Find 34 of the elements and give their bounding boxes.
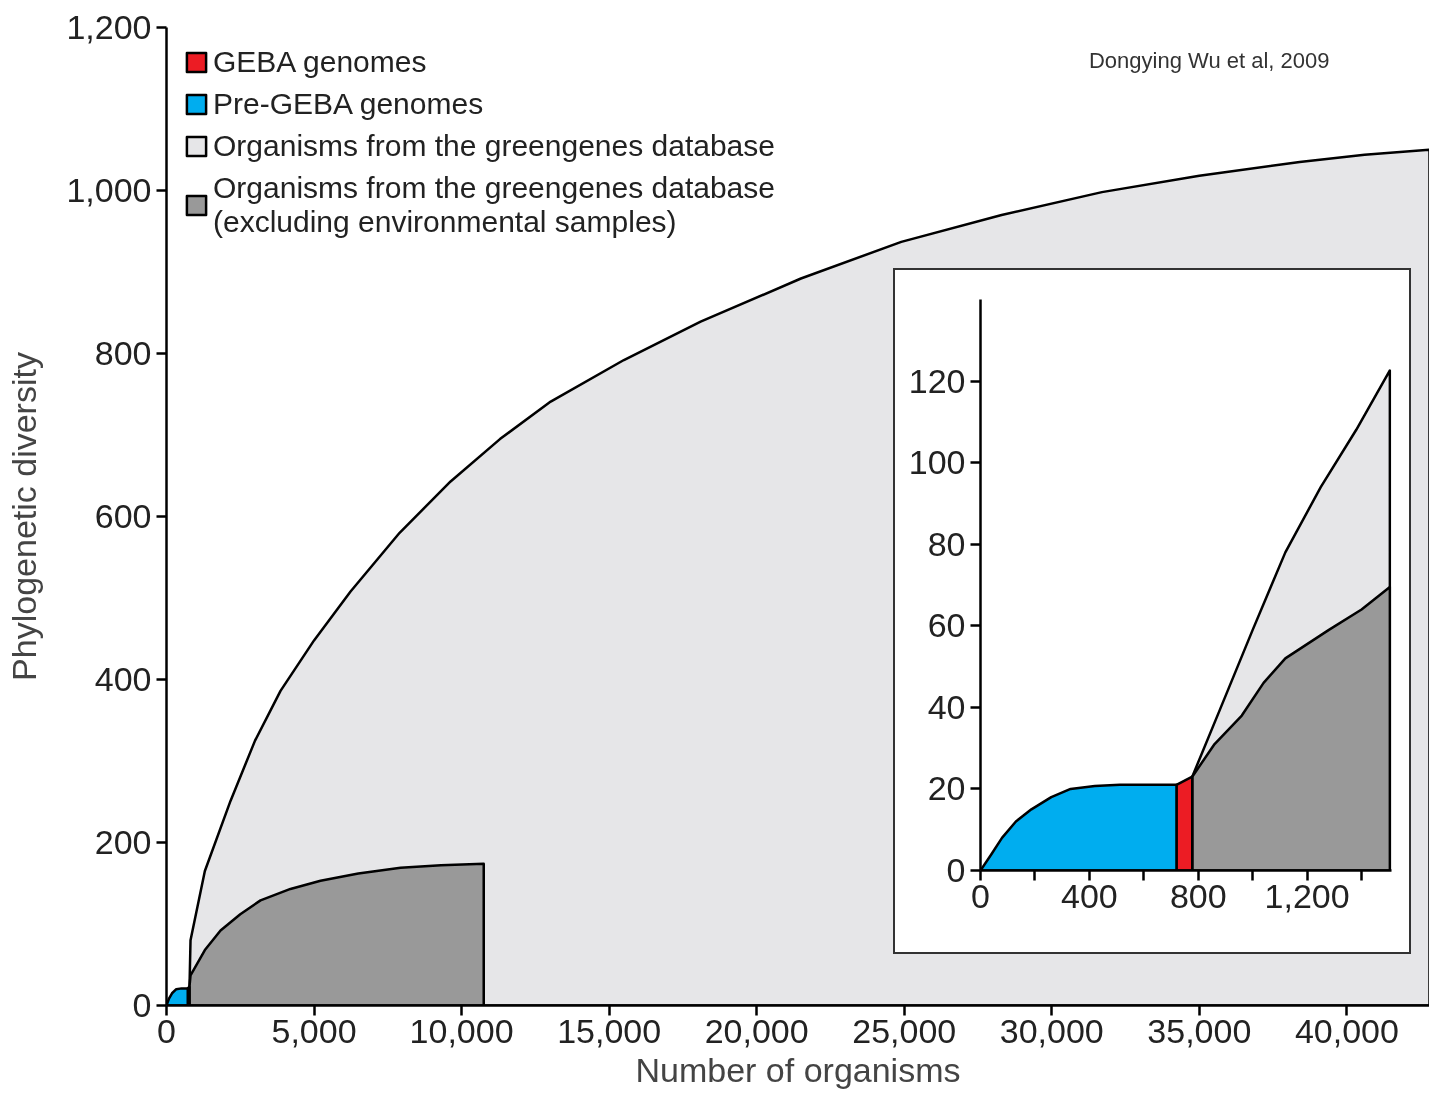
x-tick-label: 800 bbox=[1169, 876, 1227, 915]
x-tick-label: 0 bbox=[157, 1011, 176, 1050]
y-tick-label: 600 bbox=[94, 497, 152, 535]
legend-label: Organisms from the greengenes database bbox=[213, 129, 775, 163]
x-tick-label: 10,000 bbox=[409, 1011, 514, 1050]
x-tick-label: 15,000 bbox=[557, 1011, 662, 1050]
x-tick-label: 40,000 bbox=[1294, 1011, 1399, 1050]
y-tick-label: 200 bbox=[94, 823, 152, 861]
y-tick-label: 80 bbox=[927, 524, 966, 563]
x-tick-label: 400 bbox=[1061, 876, 1118, 915]
x-tick-label: 20,000 bbox=[704, 1011, 809, 1050]
y-tick-label: 1,000 bbox=[66, 171, 152, 209]
x-tick-label: 35,000 bbox=[1147, 1011, 1252, 1050]
x-tick-label: 5,000 bbox=[271, 1011, 357, 1050]
y-tick-label: 0 bbox=[132, 986, 152, 1024]
y-tick-label: 400 bbox=[94, 660, 152, 698]
x-tick-label: 30,000 bbox=[999, 1011, 1104, 1050]
y-tick-label: 100 bbox=[908, 443, 966, 482]
y-tick-label: 0 bbox=[946, 851, 966, 889]
x-axis-title: Number of organisms bbox=[635, 1050, 961, 1089]
y-tick-label: 800 bbox=[94, 334, 152, 372]
y-tick-label: 120 bbox=[908, 361, 966, 400]
x-tick-label: 0 bbox=[971, 876, 990, 915]
legend-label: Pre-GEBA genomes bbox=[213, 87, 484, 121]
legend-label: GEBA genomes bbox=[213, 45, 427, 79]
y-axis-title: Phylogenetic diversity bbox=[5, 352, 44, 681]
y-tick-label: 60 bbox=[927, 606, 966, 645]
y-tick-label: 20 bbox=[927, 769, 966, 808]
legend-label: Organisms from the greengenes database (excluding environmental samples) bbox=[213, 171, 775, 239]
x-tick-label: 1,200 bbox=[1264, 876, 1350, 915]
y-tick-label: 40 bbox=[927, 687, 966, 726]
y-tick-label: 1,200 bbox=[66, 8, 152, 46]
annotation: Dongying Wu et al, 2009 bbox=[1088, 47, 1330, 73]
x-tick-label: 25,000 bbox=[852, 1011, 957, 1050]
